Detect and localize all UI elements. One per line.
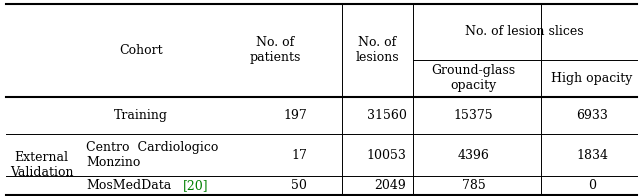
Text: Centro  Cardiologico
Monzino: Centro Cardiologico Monzino: [86, 141, 219, 169]
Text: 785: 785: [461, 179, 486, 192]
Text: 6933: 6933: [576, 109, 608, 122]
Text: 31560: 31560: [367, 109, 406, 122]
Text: 10053: 10053: [367, 149, 406, 162]
Text: High opacity: High opacity: [551, 72, 633, 85]
Text: External
Validation: External Validation: [10, 151, 74, 179]
Text: 17: 17: [291, 149, 307, 162]
Text: No. of
patients: No. of patients: [250, 36, 301, 64]
Text: No. of lesion slices: No. of lesion slices: [465, 25, 584, 38]
Text: 50: 50: [291, 179, 307, 192]
Text: 1834: 1834: [576, 149, 608, 162]
Text: [20]: [20]: [182, 179, 208, 192]
Text: Cohort: Cohort: [119, 44, 163, 57]
Text: 15375: 15375: [454, 109, 493, 122]
Text: 4396: 4396: [458, 149, 490, 162]
Text: 197: 197: [284, 109, 307, 122]
Text: Ground-glass
opacity: Ground-glass opacity: [431, 64, 516, 92]
Text: 0: 0: [588, 179, 596, 192]
Text: Training: Training: [114, 109, 168, 122]
Text: 2049: 2049: [374, 179, 406, 192]
Text: No. of
lesions: No. of lesions: [356, 36, 399, 64]
Text: MosMedData: MosMedData: [86, 179, 172, 192]
